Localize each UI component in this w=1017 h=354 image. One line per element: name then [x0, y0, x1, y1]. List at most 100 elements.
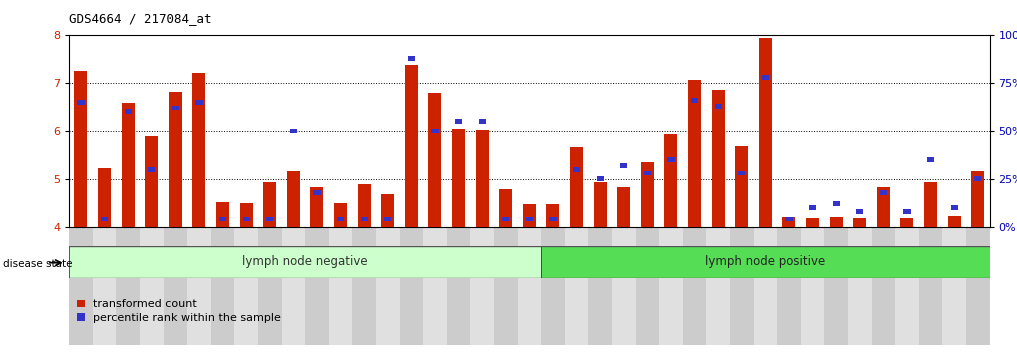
- Bar: [754, 227, 777, 345]
- Bar: [951, 205, 958, 210]
- Bar: [243, 217, 250, 221]
- Bar: [636, 227, 659, 345]
- Bar: [122, 103, 134, 227]
- Bar: [594, 182, 606, 227]
- Bar: [93, 227, 116, 345]
- Bar: [825, 227, 848, 345]
- Bar: [287, 171, 300, 227]
- Bar: [667, 157, 674, 162]
- Bar: [358, 183, 370, 227]
- Bar: [361, 217, 368, 221]
- Bar: [848, 227, 872, 345]
- Bar: [833, 201, 840, 206]
- Bar: [140, 227, 164, 345]
- Bar: [499, 189, 513, 227]
- Bar: [310, 187, 323, 227]
- Bar: [211, 227, 234, 345]
- Bar: [381, 194, 395, 227]
- Bar: [974, 176, 981, 181]
- Bar: [101, 217, 108, 221]
- Bar: [735, 146, 749, 227]
- Bar: [455, 119, 462, 124]
- Bar: [234, 227, 258, 345]
- Bar: [494, 227, 518, 345]
- Bar: [376, 227, 400, 345]
- Bar: [800, 227, 825, 345]
- Bar: [470, 227, 494, 345]
- Bar: [872, 227, 895, 345]
- Bar: [880, 190, 887, 195]
- Bar: [172, 105, 179, 110]
- Bar: [428, 93, 441, 227]
- Bar: [777, 227, 800, 345]
- Bar: [549, 217, 556, 221]
- Bar: [219, 217, 226, 221]
- Bar: [334, 202, 347, 227]
- Bar: [195, 100, 202, 105]
- Legend: transformed count, percentile rank within the sample: transformed count, percentile rank withi…: [76, 299, 282, 323]
- Bar: [971, 171, 984, 227]
- Bar: [305, 227, 328, 345]
- Bar: [431, 129, 438, 133]
- Bar: [785, 217, 792, 221]
- Bar: [408, 56, 415, 61]
- Bar: [641, 162, 654, 227]
- Bar: [216, 202, 229, 227]
- Bar: [523, 204, 536, 227]
- Text: GDS4664 / 217084_at: GDS4664 / 217084_at: [69, 12, 212, 25]
- Bar: [573, 167, 580, 172]
- Bar: [830, 217, 843, 227]
- Bar: [738, 171, 745, 176]
- Bar: [69, 227, 93, 345]
- Bar: [943, 227, 966, 345]
- Bar: [423, 227, 446, 345]
- Bar: [715, 104, 722, 109]
- Bar: [240, 202, 252, 227]
- Bar: [116, 227, 140, 345]
- Bar: [597, 176, 604, 181]
- Bar: [476, 130, 488, 227]
- Bar: [564, 227, 589, 345]
- FancyBboxPatch shape: [69, 246, 541, 278]
- Bar: [74, 71, 87, 227]
- Bar: [337, 217, 344, 221]
- Bar: [664, 134, 677, 227]
- Bar: [782, 217, 795, 227]
- Bar: [546, 204, 559, 227]
- Bar: [644, 171, 651, 176]
- Bar: [263, 182, 277, 227]
- Bar: [352, 227, 376, 345]
- Bar: [328, 227, 352, 345]
- Bar: [730, 227, 754, 345]
- Bar: [620, 163, 627, 168]
- Bar: [809, 205, 816, 210]
- Bar: [903, 209, 910, 214]
- Bar: [612, 227, 636, 345]
- Bar: [502, 217, 510, 221]
- Bar: [689, 80, 701, 227]
- Bar: [541, 227, 564, 345]
- Bar: [895, 227, 918, 345]
- Bar: [290, 129, 297, 133]
- Bar: [918, 227, 943, 345]
- Bar: [759, 38, 772, 227]
- Bar: [571, 147, 583, 227]
- Text: lymph node positive: lymph node positive: [705, 256, 826, 268]
- Bar: [384, 217, 392, 221]
- Bar: [877, 187, 890, 227]
- Bar: [856, 209, 863, 214]
- Bar: [187, 227, 211, 345]
- Bar: [518, 227, 541, 345]
- Bar: [682, 227, 707, 345]
- Bar: [479, 119, 486, 124]
- Bar: [453, 129, 465, 227]
- Bar: [148, 167, 156, 172]
- Text: disease state: disease state: [3, 259, 72, 269]
- Bar: [258, 227, 282, 345]
- Bar: [589, 227, 612, 345]
- Bar: [313, 190, 320, 195]
- Bar: [617, 187, 631, 227]
- Bar: [98, 168, 111, 227]
- Bar: [948, 216, 961, 227]
- Bar: [926, 157, 934, 162]
